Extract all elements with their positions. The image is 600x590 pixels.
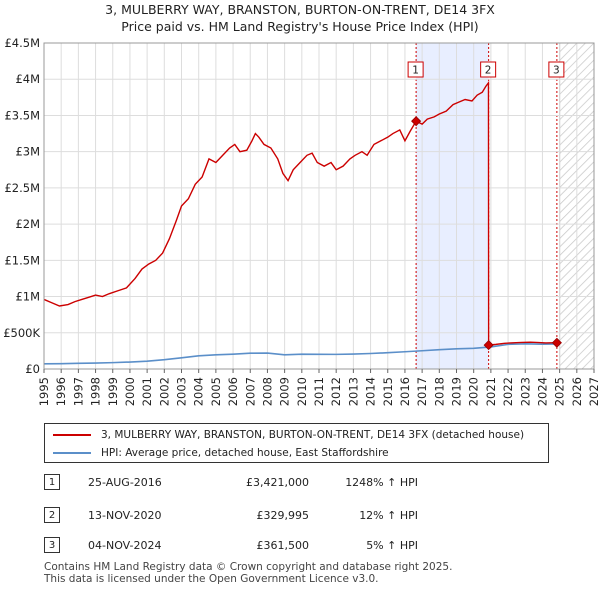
sale-row: 3 04-NOV-2024 £361,500 5% ↑ HPI: [44, 537, 564, 557]
legend-label-hpi: HPI: Average price, detached house, East…: [101, 447, 389, 459]
sale-badge: 2: [44, 507, 60, 523]
sale-hpi-pct: 5% ↑ HPI: [366, 539, 418, 552]
x-tick-label: 2008: [260, 377, 274, 406]
sale-hpi-pct: 12% ↑ HPI: [359, 509, 418, 522]
x-tick-label: 2001: [140, 377, 154, 406]
x-tick-label: 2012: [329, 377, 343, 406]
chart-subtitle: Price paid vs. HM Land Registry's House …: [121, 19, 479, 34]
y-tick-label: £2.5M: [4, 181, 40, 195]
footer: Contains HM Land Registry data © Crown c…: [44, 561, 452, 585]
x-tick-label: 1996: [54, 377, 68, 406]
x-tick-label: 2000: [123, 377, 137, 406]
sale-marker: [411, 116, 422, 127]
sale-date: 13-NOV-2020: [88, 509, 162, 522]
y-tick-label: £0: [25, 362, 40, 376]
highlight-band: [416, 43, 489, 369]
legend-swatch-property: [53, 434, 91, 436]
x-tick-label: 2023: [518, 377, 532, 406]
x-tick-label: 2003: [175, 377, 189, 406]
sale-price: £3,421,000: [246, 476, 309, 489]
x-tick-label: 2020: [467, 377, 481, 406]
sale-marker: [483, 340, 494, 351]
sale-date: 04-NOV-2024: [88, 539, 162, 552]
x-tick-label: 1995: [37, 377, 51, 406]
x-tick-label: 2017: [415, 377, 429, 406]
x-tick-label: 2016: [398, 377, 412, 406]
x-tick-label: 2019: [450, 377, 464, 406]
sale-label-box: [407, 61, 424, 78]
x-tick-label: 2009: [278, 377, 292, 406]
sale-date: 25-AUG-2016: [88, 476, 162, 489]
x-tick-label: 1999: [106, 377, 120, 406]
x-tick-label: 2021: [484, 377, 498, 406]
x-tick-label: 2025: [553, 377, 567, 406]
legend-item-hpi: HPI: Average price, detached house, East…: [53, 445, 389, 461]
x-tick-label: 2018: [432, 377, 446, 406]
x-tick-label: 1998: [89, 377, 103, 406]
price-chart: 1 2 3 £0 £500K £1M £1.5M £2M £2.5M £3M £3.5M £4M £4…: [3, 36, 600, 406]
sale-price: £361,500: [256, 539, 310, 552]
sale-hpi-pct: 1248% ↑ HPI: [345, 476, 418, 489]
sale-label-number: 2: [485, 65, 492, 77]
x-tick-label: 2024: [535, 377, 549, 406]
sale-row: 2 13-NOV-2020 £329,995 12% ↑ HPI: [44, 507, 564, 527]
x-tick-label: 2004: [192, 377, 206, 406]
sale-badge: 1: [44, 474, 60, 490]
x-tick-label: 1997: [71, 377, 85, 406]
y-tick-label: £1M: [15, 290, 40, 304]
sale-label-number: 1: [412, 65, 419, 77]
x-tick-label: 2027: [587, 377, 600, 406]
x-tick-label: 2005: [209, 377, 223, 406]
x-tick-label: 2006: [226, 377, 240, 406]
hpi-line: [43, 342, 557, 365]
x-tick-label: 2014: [364, 377, 378, 406]
legend-swatch-hpi: [53, 452, 91, 454]
legend: 3, MULBERRY WAY, BRANSTON, BURTON-ON-TRE…: [44, 423, 549, 463]
x-tick-label: 2002: [157, 377, 171, 406]
sale-label-box: [548, 61, 565, 78]
y-tick-label: £4.5M: [4, 36, 40, 50]
sale-price: £329,995: [256, 509, 310, 522]
y-tick-label: £2M: [15, 217, 40, 231]
x-tick-label: 2022: [501, 377, 515, 406]
sale-label-box: [480, 61, 497, 78]
x-tick-label: 2015: [381, 377, 395, 406]
x-tick-label: 2007: [243, 377, 257, 406]
footer-license: This data is licensed under the Open Gov…: [44, 573, 379, 585]
y-tick-label: £3M: [15, 145, 40, 159]
sale-marker: [551, 337, 562, 348]
legend-item-property: 3, MULBERRY WAY, BRANSTON, BURTON-ON-TRE…: [53, 427, 524, 443]
x-tick-label: 2026: [570, 377, 584, 406]
y-tick-label: £4M: [15, 72, 40, 86]
sale-label-number: 3: [553, 65, 560, 77]
footer-copyright: Contains HM Land Registry data © Crown c…: [44, 561, 453, 573]
x-tick-label: 2013: [346, 377, 360, 406]
sale-badge: 3: [44, 537, 60, 553]
chart-title: 3, MULBERRY WAY, BRANSTON, BURTON-ON-TRE…: [105, 2, 495, 17]
legend-label-property: 3, MULBERRY WAY, BRANSTON, BURTON-ON-TRE…: [101, 429, 525, 441]
y-tick-label: £3.5M: [4, 108, 40, 122]
x-tick-label: 2010: [295, 377, 309, 406]
y-tick-label: £1.5M: [4, 253, 40, 267]
x-tick-label: 2011: [312, 377, 326, 406]
sale-row: 1 25-AUG-2016 £3,421,000 1248% ↑ HPI: [44, 474, 564, 494]
y-tick-label: £500K: [3, 326, 40, 340]
property-line: [43, 80, 557, 346]
